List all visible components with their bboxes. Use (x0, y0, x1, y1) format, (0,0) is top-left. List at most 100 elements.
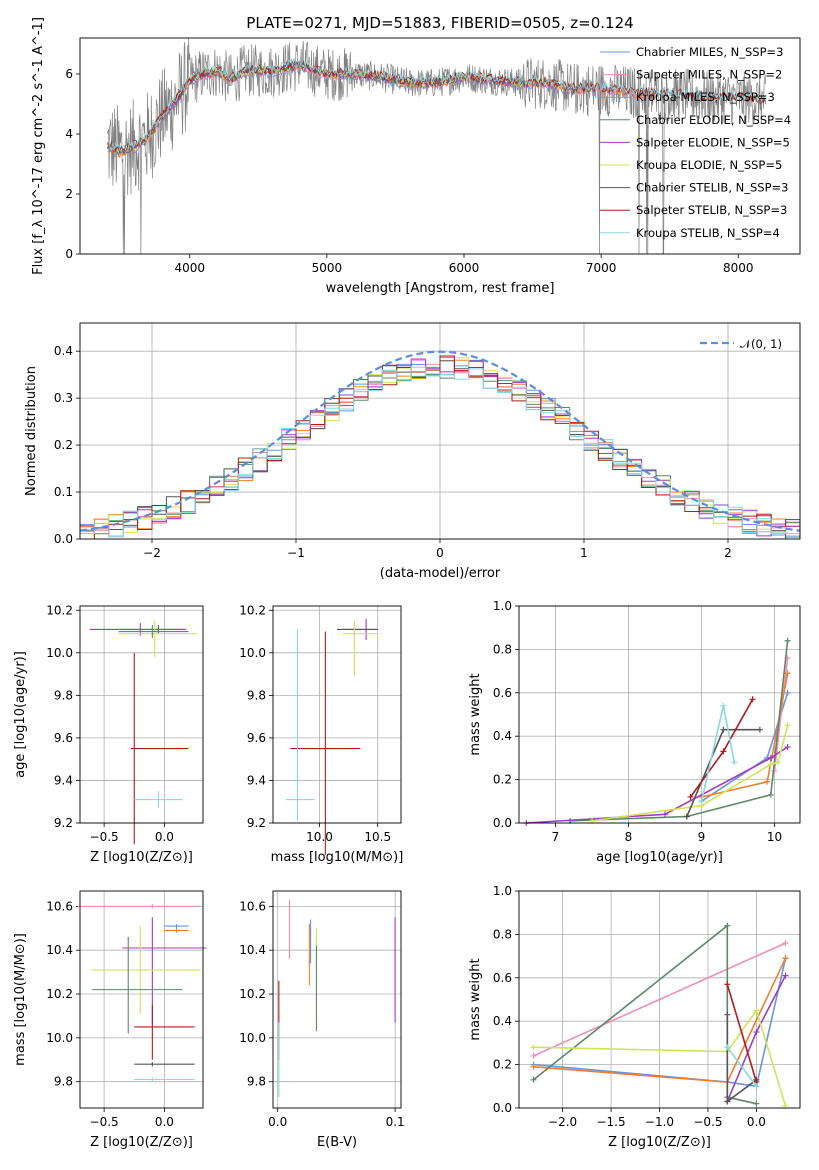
series-point-salpeter_stelib (724, 981, 731, 988)
mass-vs-metallicity-panel: −0.5 0.0 9.8 10.0 10.2 10.4 10.6 Z [log10(Z/Z⊙)… (13, 890, 207, 1150)
series-point-kroupa_elodie (753, 1007, 760, 1014)
x-tick-label: 2 (724, 546, 732, 560)
figure-title: PLATE=0271, MJD=51883, FIBERID=0505, z=0… (246, 14, 633, 32)
axes-frame (79, 605, 204, 824)
series-point-kroupa_miles (782, 955, 789, 962)
x-tick-label: −1.5 (596, 1115, 625, 1129)
x-tick-label: −1.0 (645, 1115, 674, 1129)
axes-frame (79, 890, 204, 1109)
series-point-salpeter_miles (782, 940, 789, 947)
legend-label-chabrier_miles: Chabrier MILES, N_SSP=3 (636, 45, 783, 59)
y-tick-label: 9.8 (247, 1075, 266, 1089)
mass-weight-vs-age-panel: 7 8 9 10 0.0 0.2 0.4 0.6 0.8 1.0 age [log10(age/yr… (468, 599, 801, 865)
x-tick-label: 10.5 (364, 830, 391, 844)
legend-label-kroupa_elodie: Kroupa ELODIE, N_SSP=5 (636, 158, 782, 172)
x-tick-label: −2 (143, 546, 161, 560)
series-line-kroupa_stelib (726, 1046, 758, 1087)
series-point-kroupa_miles (764, 778, 771, 785)
residuals-panel: −2 −1 0 1 2 0.0 0.1 0.2 0.3 0.4 (data-model)/error… (24, 322, 801, 581)
axes-frame (272, 890, 402, 1109)
y-tick-label: 10.2 (239, 987, 266, 1001)
series-line-chabrier_stelib (686, 728, 760, 817)
ebv-panel: 0.0 0.1 9.8 10.0 10.2 10.4 10.6 E(B-V) (239, 890, 405, 1150)
x-axis-label: age [log10(age/yr)] (596, 850, 723, 865)
legend-label-salpeter_miles: Salpeter MILES, N_SSP=2 (636, 68, 782, 82)
y-tick-label: 9.4 (54, 773, 73, 787)
legend-label-kroupa_stelib: Kroupa STELIB, N_SSP=4 (636, 226, 780, 240)
series-line-salpeter_elodie (526, 746, 789, 824)
y-tick-label: 2 (65, 187, 73, 201)
series-point-salpeter_elodie (661, 811, 668, 818)
y-tick-label: 1.0 (493, 884, 512, 898)
x-tick-label: 0 (436, 546, 444, 560)
y-tick-label: 0.0 (493, 816, 512, 830)
residuals-plot-area (80, 350, 800, 539)
y-tick-label: 0.8 (493, 927, 512, 941)
series-point-chabrier_elodie (530, 1076, 537, 1083)
y-tick-label: 9.6 (54, 731, 73, 745)
x-tick-label: 0.1 (386, 1115, 405, 1129)
series-point-salpeter_elodie (784, 744, 791, 751)
y-tick-label: 9.8 (54, 1075, 73, 1089)
x-axis-label: Z [log10(Z/Z⊙)] (90, 1135, 193, 1150)
series-line-salpeter_stelib (726, 984, 758, 1083)
x-tick-label: −0.5 (90, 1115, 119, 1129)
series-point-salpeter_stelib (687, 793, 694, 800)
y-tick-label: 4 (65, 127, 73, 141)
x-axis-label: wavelength [Angstrom, rest frame] (326, 281, 555, 296)
y-tick-label: 0.4 (54, 344, 73, 358)
spectrum-plot-area (107, 38, 767, 254)
y-axis-label: Flux [f_λ 10^-17 erg cm^-2 s^-1 A^-1] (31, 17, 46, 275)
x-tick-label: 7000 (586, 261, 617, 275)
histogram-kroupa_stelib (80, 366, 800, 539)
series-line-chabrier_miles (533, 958, 787, 1088)
y-tick-label: 0.4 (493, 729, 512, 743)
x-axis-label: E(B-V) (317, 1135, 357, 1150)
x-tick-label: 1 (580, 546, 588, 560)
series-line-chabrier_elodie (570, 640, 789, 822)
y-tick-label: 0.2 (54, 438, 73, 452)
x-tick-label: 0.0 (747, 1115, 766, 1129)
series-point-kroupa_miles (530, 1063, 537, 1070)
y-tick-label: 10.4 (239, 943, 266, 957)
y-axis-label: mass weight (468, 673, 483, 755)
y-tick-label: 10.0 (239, 1031, 266, 1045)
axes-frame (518, 890, 801, 1109)
series-point-chabrier_stelib (724, 1098, 731, 1105)
series-point-salpeter_elodie (767, 754, 774, 761)
x-axis-label: Z [log10(Z/Z⊙)] (90, 850, 193, 865)
axes-frame (518, 605, 801, 824)
legend-label-salpeter_stelib: Salpeter STELIB, N_SSP=3 (636, 203, 787, 217)
x-tick-label: −0.5 (90, 830, 119, 844)
series-line-salpeter_miles (773, 658, 789, 771)
series-point-salpeter_miles (771, 767, 778, 774)
axes-frame (79, 37, 801, 255)
x-axis-label: Z [log10(Z/Z⊙)] (608, 1135, 711, 1150)
series-point-chabrier_elodie (724, 922, 731, 929)
series-point-kroupa_stelib (720, 702, 727, 709)
x-tick-label: 10 (767, 830, 782, 844)
x-tick-label: 7 (552, 830, 560, 844)
y-tick-label: 9.2 (54, 816, 73, 830)
x-axis-label: (data-model)/error (380, 566, 501, 581)
y-tick-label: 1.0 (493, 599, 512, 613)
series-point-kroupa_stelib (724, 1044, 731, 1051)
y-axis-label: mass [log10(M/M⊙)] (13, 933, 28, 1066)
x-tick-label: 10.0 (306, 830, 333, 844)
y-tick-label: 10.0 (46, 646, 73, 660)
series-point-chabrier_elodie (767, 791, 774, 798)
y-tick-label: 10.0 (46, 1031, 73, 1045)
x-tick-label: 4000 (174, 261, 205, 275)
x-tick-label: 8 (625, 830, 633, 844)
model-spectrum-salpeter_stelib (107, 59, 766, 154)
axes-frame (272, 605, 402, 824)
series-point-salpeter_stelib (720, 748, 727, 755)
y-tick-label: 0.0 (493, 1101, 512, 1115)
x-tick-label: 8000 (723, 261, 754, 275)
series-point-salpeter_stelib (749, 696, 756, 703)
y-tick-label: 10.2 (239, 603, 266, 617)
x-tick-label: 9 (698, 830, 706, 844)
series-point-salpeter_elodie (782, 972, 789, 979)
series-line-kroupa_elodie (591, 725, 789, 822)
